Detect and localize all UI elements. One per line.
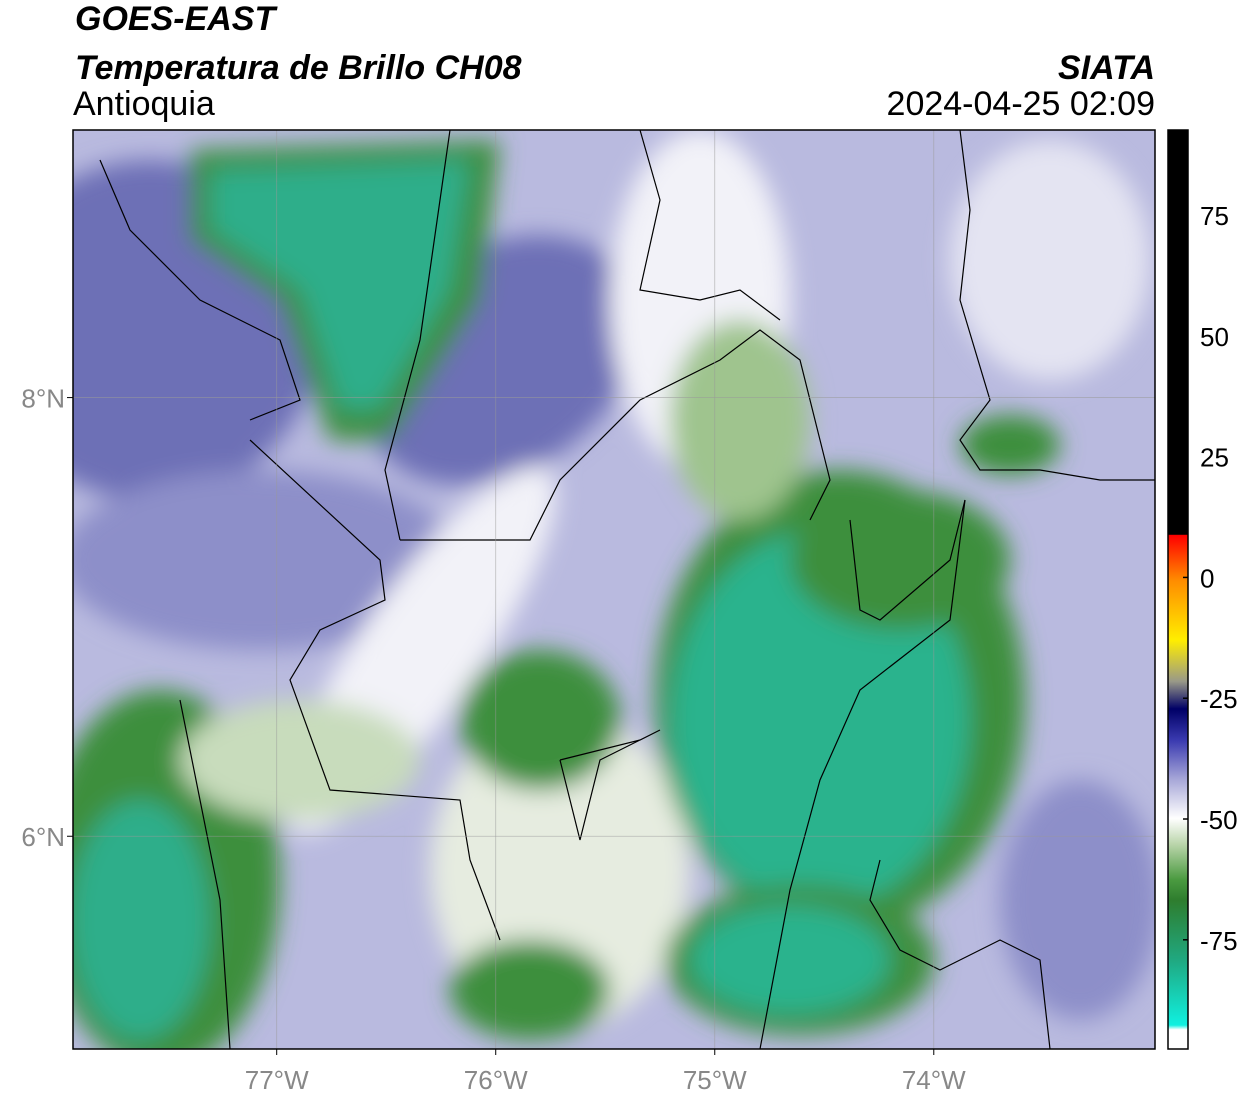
x-tick-label: 75°W bbox=[683, 1065, 747, 1095]
colorbar-tick-label: 75 bbox=[1200, 201, 1229, 231]
graticule bbox=[73, 130, 1155, 1049]
colorbar-tick-label: -50 bbox=[1200, 805, 1238, 835]
colorbar bbox=[1167, 129, 1189, 1050]
colorbar-tick-label: 25 bbox=[1200, 443, 1229, 473]
y-tick-label: 8°N bbox=[21, 384, 65, 414]
x-tick-label: 77°W bbox=[245, 1065, 309, 1095]
satellite-imagery bbox=[73, 130, 1155, 1049]
satellite-title: GOES-EAST bbox=[75, 0, 278, 38]
datetime-label: 2024-04-25 02:09 bbox=[887, 85, 1155, 123]
source-label: SIATA bbox=[1058, 49, 1155, 87]
colorbar-tick-label: 0 bbox=[1200, 563, 1214, 593]
colorbar-tick-label: -75 bbox=[1200, 926, 1238, 956]
colorbar-tick-label: -25 bbox=[1200, 684, 1238, 714]
x-tick-label: 74°W bbox=[902, 1065, 966, 1095]
map-frame bbox=[72, 129, 1156, 1050]
product-title: Temperatura de Brillo CH08 bbox=[75, 49, 522, 87]
colorbar-tick-label: 50 bbox=[1200, 322, 1229, 352]
x-tick-label: 76°W bbox=[464, 1065, 528, 1095]
y-tick-label: 6°N bbox=[21, 822, 65, 852]
region-label: Antioquia bbox=[73, 85, 215, 123]
